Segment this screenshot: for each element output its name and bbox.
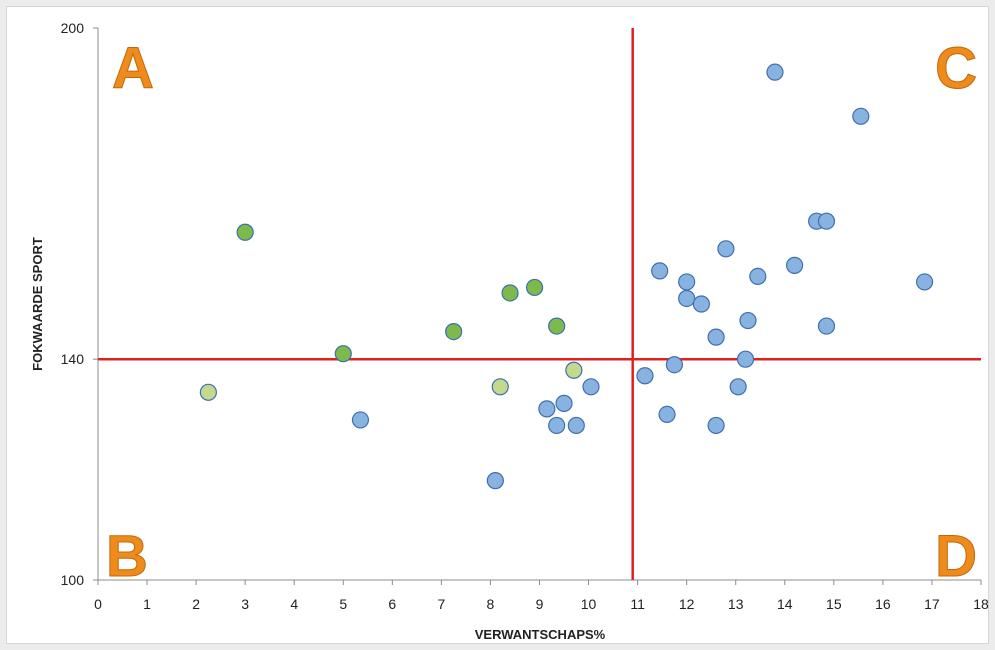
x-tick-label: 1 bbox=[143, 596, 151, 612]
scatter-point bbox=[501, 284, 519, 302]
scatter-point bbox=[692, 295, 710, 313]
y-axis-title: FOKWAARDE SPORT bbox=[30, 237, 45, 371]
scatter-point bbox=[729, 378, 747, 396]
scatter-point bbox=[707, 416, 725, 435]
scatter-point bbox=[739, 311, 757, 330]
x-tick-label: 7 bbox=[437, 596, 445, 612]
scatter-point bbox=[236, 223, 254, 241]
y-tick-label: 200 bbox=[61, 20, 85, 36]
x-tick-label: 17 bbox=[924, 596, 940, 612]
scatter-point bbox=[852, 107, 870, 125]
scatter-point bbox=[736, 350, 755, 368]
x-axis-title: VERWANTSCHAPS% bbox=[475, 627, 606, 642]
scatter-point bbox=[658, 405, 676, 423]
scatter-point bbox=[538, 400, 556, 418]
scatter-point bbox=[817, 317, 836, 335]
scatter-point bbox=[678, 273, 696, 291]
scatter-point bbox=[915, 273, 934, 291]
quadrant-labels: A B C D bbox=[106, 36, 978, 590]
quadrant-label-d: D bbox=[935, 524, 977, 589]
x-tick-label: 13 bbox=[728, 596, 744, 612]
y-tick-label: 100 bbox=[61, 572, 85, 588]
scatter-point bbox=[525, 278, 544, 297]
x-tick-label: 11 bbox=[630, 596, 645, 612]
x-tick-label: 4 bbox=[290, 596, 298, 612]
scatter-point bbox=[351, 411, 370, 429]
scatter-point bbox=[665, 356, 684, 374]
quadrant-label-b: B bbox=[106, 524, 148, 589]
scatter-point bbox=[199, 383, 217, 401]
x-tick-label: 3 bbox=[241, 596, 249, 612]
scatter-point bbox=[749, 267, 767, 285]
x-tick-label: 15 bbox=[826, 596, 842, 612]
x-tick-label: 12 bbox=[679, 596, 695, 612]
x-tick-label: 16 bbox=[875, 596, 891, 612]
x-tick-label: 2 bbox=[192, 596, 200, 612]
scatter-point bbox=[491, 378, 509, 396]
scatter-point bbox=[548, 416, 566, 435]
x-tick-label: 9 bbox=[536, 596, 544, 612]
scatter-point bbox=[565, 361, 583, 379]
x-tick-label: 10 bbox=[581, 596, 597, 612]
x-tick-label: 14 bbox=[777, 596, 793, 612]
quadrant-label-c: C bbox=[935, 36, 977, 101]
scatter-point bbox=[678, 289, 696, 308]
reference-lines bbox=[98, 28, 981, 580]
scatter-point bbox=[651, 262, 669, 280]
x-tick-label: 5 bbox=[339, 596, 347, 612]
data-points bbox=[199, 63, 934, 490]
scatter-point bbox=[707, 328, 725, 346]
scatter-point bbox=[334, 345, 352, 363]
scatter-point bbox=[445, 323, 463, 341]
scatter-point bbox=[817, 212, 836, 230]
x-tick-label: 6 bbox=[388, 596, 396, 612]
scatter-point bbox=[582, 378, 600, 396]
x-tick-label: 18 bbox=[973, 596, 989, 612]
scatter-point bbox=[486, 472, 504, 490]
x-tick-label: 0 bbox=[94, 596, 102, 612]
x-tick-label: 8 bbox=[487, 596, 495, 612]
scatter-point bbox=[555, 394, 573, 412]
scatter-point bbox=[636, 367, 654, 385]
scatter-point bbox=[785, 256, 804, 274]
scatter-point bbox=[766, 63, 784, 81]
scatter-point bbox=[717, 240, 735, 258]
y-tick-label: 140 bbox=[61, 351, 85, 367]
quadrant-label-a: A bbox=[112, 36, 154, 101]
scatter-point bbox=[567, 416, 585, 435]
scatter-point bbox=[548, 317, 566, 335]
